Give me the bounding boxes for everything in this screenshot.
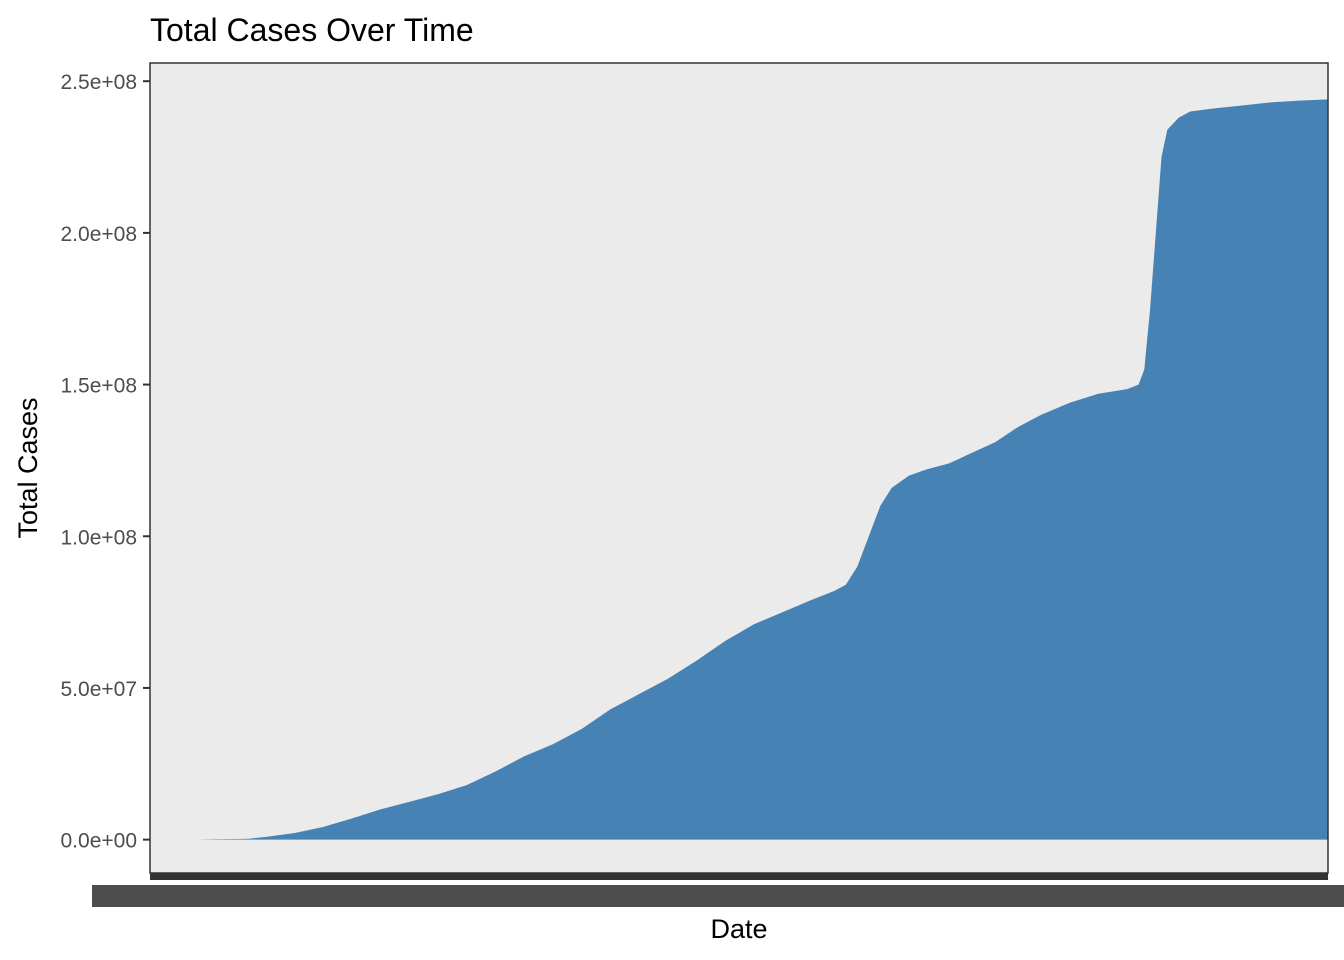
y-tick-label: 0.0e+00	[61, 830, 138, 853]
y-tick-label: 2.5e+08	[61, 71, 138, 94]
total-cases-area	[180, 99, 1328, 840]
x-tick-labels-overplotted	[92, 885, 1344, 907]
y-axis-title: Total Cases	[13, 397, 43, 538]
y-tick-label: 1.5e+08	[61, 375, 138, 398]
x-tick-marks-overplotted	[150, 873, 1328, 880]
chart-title: Total Cases Over Time	[150, 12, 474, 48]
x-axis	[92, 873, 1344, 907]
x-axis-title: Date	[710, 914, 767, 944]
y-axis: 0.0e+00 5.0e+07 1.0e+08 1.5e+08 2.0e+08 2.5e+…	[61, 71, 150, 853]
y-tick-label: 2.0e+08	[61, 223, 138, 246]
y-tick-label: 5.0e+07	[61, 678, 138, 701]
y-tick-label: 1.0e+08	[61, 526, 138, 549]
